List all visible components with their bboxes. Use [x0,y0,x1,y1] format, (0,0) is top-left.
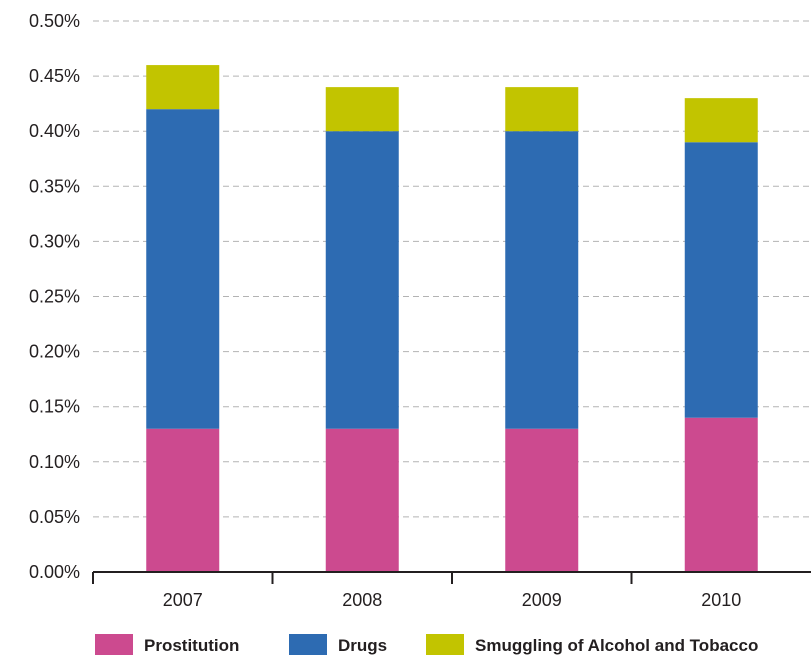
bar-segment-prostitution-2008 [325,428,399,572]
y-tick-label: 0.50% [29,11,80,31]
y-tick-label: 0.25% [29,287,80,307]
legend-swatch [95,634,133,655]
y-axis-tick-labels: 0.00% 0.05% 0.10% 0.15% 0.20% 0.25% 0.30% 0.35%… [29,11,80,582]
y-tick-label: 0.10% [29,452,80,472]
y-tick-label: 0.35% [29,176,80,196]
x-axis [92,571,811,584]
legend-label: Smuggling of Alcohol and Tobacco [475,636,758,655]
y-tick-label: 0.00% [29,562,80,582]
y-tick-label: 0.45% [29,66,80,86]
legend-label: Drugs [338,636,387,655]
legend: Prostitution Drugs Smuggling of Alcohol an… [95,634,758,655]
y-tick-label: 0.30% [29,231,80,251]
bar-segment-prostitution-2007 [146,428,220,572]
y-tick-label: 0.40% [29,121,80,141]
x-tick-label: 2009 [522,590,562,610]
legend-swatch [289,634,327,655]
bar-segment-drugs-2007 [146,109,220,429]
legend-label: Prostitution [144,636,239,655]
bar-segment-prostitution-2009 [505,428,579,572]
bar-segment-prostitution-2010 [684,417,758,572]
x-axis-tick-labels: 2007 2008 2009 2010 [163,590,742,610]
x-tick-label: 2007 [163,590,203,610]
bar-segment-smuggling-of-alcohol-and-tobacco-2010 [684,98,758,143]
bar-segment-drugs-2009 [505,131,579,429]
x-tick-label: 2008 [342,590,382,610]
legend-swatch [426,634,464,655]
bar-segment-smuggling-of-alcohol-and-tobacco-2007 [146,65,220,110]
bars [146,65,758,572]
bar-segment-smuggling-of-alcohol-and-tobacco-2009 [505,87,579,132]
bar-segment-drugs-2010 [684,142,758,418]
y-tick-label: 0.20% [29,342,80,362]
x-tick-label: 2010 [701,590,741,610]
bar-segment-drugs-2008 [325,131,399,429]
y-tick-label: 0.15% [29,397,80,417]
y-tick-label: 0.05% [29,507,80,527]
bar-segment-smuggling-of-alcohol-and-tobacco-2008 [325,87,399,132]
